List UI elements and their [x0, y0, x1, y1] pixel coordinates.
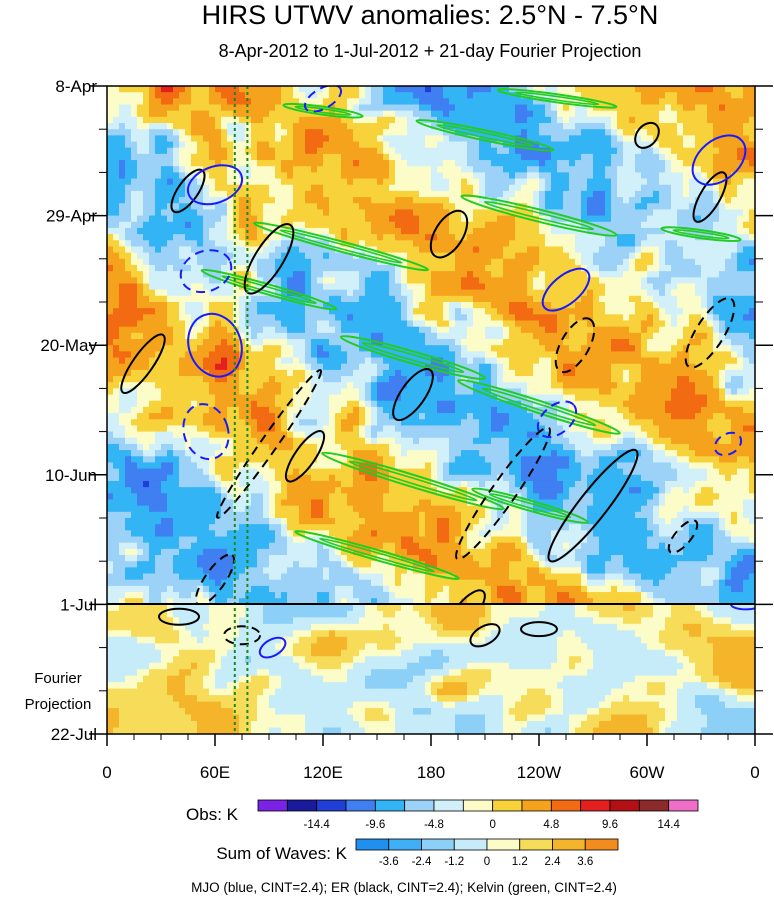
waves-colorbar-tick: -2.4 — [412, 856, 432, 868]
obs-colorbar-swatch — [434, 800, 463, 811]
obs-colorbar-label: Obs: K — [186, 805, 239, 824]
waves-colorbar-tick: -1.2 — [444, 856, 464, 868]
x-tick-label: 180 — [417, 763, 445, 782]
obs-colorbar-swatch — [493, 800, 522, 811]
waves-colorbar-tick: 2.4 — [545, 856, 562, 868]
obs-colorbar-tick: 0 — [489, 819, 495, 831]
obs-colorbar-tick: -14.4 — [304, 819, 331, 831]
contour-footnote: MJO (blue, CINT=2.4); ER (black, CINT=2.… — [191, 880, 617, 895]
waves-colorbar-swatch — [520, 839, 553, 850]
y-tick-label: 22-Jul — [51, 725, 97, 744]
obs-colorbar-swatch — [375, 800, 404, 811]
waves-colorbar-swatch — [585, 839, 618, 850]
waves-colorbar-swatch — [422, 839, 455, 850]
waves-colorbar-swatch — [553, 839, 586, 850]
obs-colorbar-swatch — [287, 800, 316, 811]
obs-colorbar-tick: -9.6 — [365, 819, 385, 831]
waves-colorbar-swatch — [389, 839, 422, 850]
x-tick-label: 0 — [102, 763, 111, 782]
chart-title: HIRS UTWV anomalies: 2.5°N - 7.5°N — [202, 0, 659, 30]
obs-colorbar-swatch — [522, 800, 551, 811]
waves-colorbar-label: Sum of Waves: K — [216, 844, 347, 863]
y-tick-label: 29-Apr — [46, 207, 97, 226]
obs-colorbar-swatch — [581, 800, 610, 811]
x-tick-label: 120E — [303, 763, 343, 782]
waves-colorbar: -3.6 -2.4 -1.2 0 1.2 2.4 3.6 — [356, 839, 618, 868]
chart-subtitle: 8-Apr-2012 to 1-Jul-2012 + 21-day Fourie… — [219, 41, 642, 61]
x-axis: 0 60E 120E 180 120W 60W 0 — [102, 734, 759, 782]
waves-colorbar-swatch — [454, 839, 487, 850]
obs-colorbar: -14.4 -9.6 -4.8 0 4.8 9.6 14.4 — [258, 800, 698, 831]
waves-colorbar-swatch — [356, 839, 389, 850]
waves-colorbar-tick: -3.6 — [379, 856, 399, 868]
projection-label-line1: Fourier — [34, 670, 82, 687]
y-tick-label: 8-Apr — [55, 77, 97, 96]
projection-label-line2: Projection — [25, 696, 92, 713]
obs-colorbar-swatch — [669, 800, 698, 811]
y-tick-label: 10-Jun — [45, 466, 97, 485]
obs-colorbar-tick: 4.8 — [543, 819, 559, 831]
obs-colorbar-swatch — [551, 800, 580, 811]
fourier-projection-field — [107, 604, 756, 734]
observed-anomaly-field — [107, 86, 756, 605]
obs-colorbar-tick: 14.4 — [657, 819, 680, 831]
x-tick-label: 60E — [200, 763, 230, 782]
waves-colorbar-tick: 3.6 — [577, 856, 593, 868]
waves-colorbar-swatch — [487, 839, 520, 850]
obs-colorbar-tick: 9.6 — [602, 819, 618, 831]
obs-colorbar-swatch — [639, 800, 668, 811]
obs-colorbar-swatch — [346, 800, 375, 811]
obs-colorbar-swatch — [610, 800, 639, 811]
obs-colorbar-swatch — [405, 800, 434, 811]
waves-colorbar-tick: 1.2 — [512, 856, 528, 868]
obs-colorbar-swatch — [463, 800, 492, 811]
waves-colorbar-tick: 0 — [484, 856, 490, 868]
y-tick-label: 1-Jul — [60, 595, 97, 614]
x-tick-label: 0 — [750, 763, 759, 782]
y-tick-label: 20-May — [40, 336, 97, 355]
x-tick-label: 60W — [630, 763, 665, 782]
obs-colorbar-swatch — [317, 800, 346, 811]
obs-colorbar-tick: -4.8 — [424, 819, 444, 831]
x-tick-label: 120W — [517, 763, 561, 782]
obs-colorbar-swatch — [258, 800, 287, 811]
